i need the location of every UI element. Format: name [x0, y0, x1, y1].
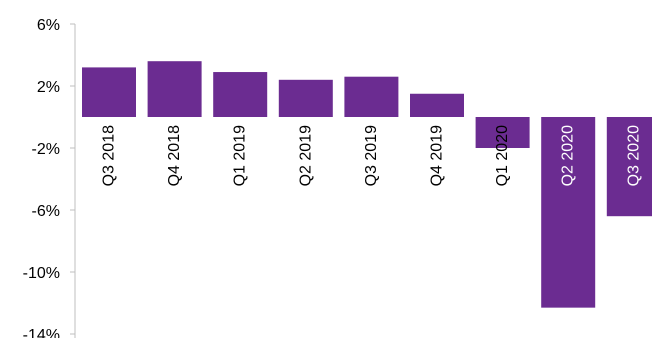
- bar: [82, 67, 136, 117]
- y-tick-label: 6%: [37, 17, 60, 34]
- y-tick-label: -14%: [23, 327, 60, 338]
- bar: [278, 79, 333, 117]
- bar: [213, 72, 268, 117]
- category-label: Q4 2019: [429, 125, 446, 186]
- category-label: Q2 2019: [297, 125, 314, 186]
- category-labels: Q3 2018 Q4 2018 Q1 2019 Q2 2019 Q3 2019 Q4 20…: [101, 125, 643, 186]
- category-label: Q1 2020: [494, 125, 511, 186]
- bar: [147, 61, 202, 117]
- bar: [410, 93, 464, 117]
- y-tick-label: -2%: [32, 141, 60, 158]
- y-tick-label: -6%: [32, 203, 60, 220]
- category-label: Q4 2018: [166, 125, 183, 186]
- bar: [606, 117, 652, 217]
- category-label: Q1 2019: [232, 125, 249, 186]
- category-label: Q3 2018: [101, 125, 118, 186]
- y-tick-label: -10%: [23, 265, 60, 282]
- category-label: Q3 2019: [363, 125, 380, 186]
- category-label: Q2 2020: [560, 125, 577, 186]
- y-tick-label: 2%: [37, 79, 60, 96]
- category-label: Q3 2020: [625, 125, 642, 186]
- bar: [475, 117, 530, 148]
- y-axis-ticks: 6% 2% -2% -6% -10% -14%: [23, 17, 75, 338]
- bars: [82, 61, 652, 308]
- bar: [541, 117, 596, 308]
- bar: [344, 76, 399, 117]
